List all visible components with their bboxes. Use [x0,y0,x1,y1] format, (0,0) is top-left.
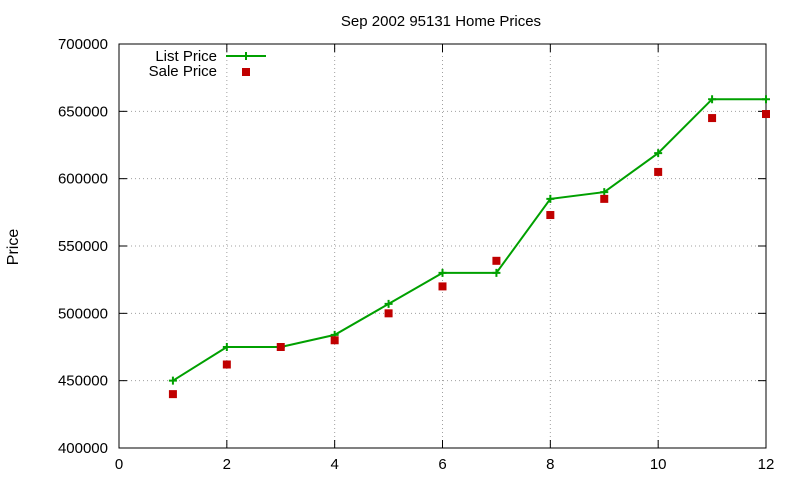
x-tick-label: 0 [115,456,123,473]
sale-price-point [708,114,717,123]
y-axis-label: Price [5,229,22,266]
grid [119,44,766,448]
list-price-point [384,299,393,308]
y-tick-label: 650000 [58,103,108,120]
list-price-point [168,376,177,385]
axis-ticks: 400000 450000 500000 550000 600000 650000 7000… [58,36,774,473]
y-tick-label: 500000 [58,305,108,322]
x-tick-label: 8 [546,456,554,473]
list-price-point [546,194,555,203]
sale-price-point [384,309,393,318]
x-tick-label: 6 [438,456,446,473]
legend-swatch-sale-price [242,68,250,76]
plot-area-frame [118,43,767,449]
sale-price-point [276,343,285,351]
sale-price-point [492,256,501,265]
list-price-point [762,95,770,104]
sale-price-point [654,167,663,176]
x-tick-label: 10 [650,456,667,473]
y-tick-label: 700000 [58,36,108,53]
legend-label-list-price: List Price [155,48,217,65]
y-tick-label: 400000 [58,440,108,457]
list-price-line [172,98,766,382]
x-tick-label: 12 [758,456,775,473]
sale-price-point [438,282,447,291]
list-price-point [492,268,501,277]
legend-marker-list-price [242,52,250,60]
legend: List Price Sale Price [149,48,266,80]
y-tick-label: 600000 [58,171,108,188]
sale-price-point [330,336,339,345]
sale-price-point [222,360,231,369]
list-price-point [600,188,609,197]
sale-price-point [546,211,555,220]
y-tick-label: 550000 [58,238,108,255]
legend-label-sale-price: Sale Price [149,63,217,80]
list-price-point [654,149,663,158]
list-price-point [708,95,717,104]
series-layer [168,95,770,399]
sale-price-point [600,194,609,203]
sale-price-point [762,110,770,119]
sale-price-point [168,390,177,399]
list-price-point [438,268,447,277]
y-tick-label: 450000 [58,373,108,390]
chart-title: Sep 2002 95131 Home Prices [341,13,541,30]
list-price-point [222,343,231,351]
x-tick-label: 2 [223,456,231,473]
x-tick-label: 4 [330,456,338,473]
